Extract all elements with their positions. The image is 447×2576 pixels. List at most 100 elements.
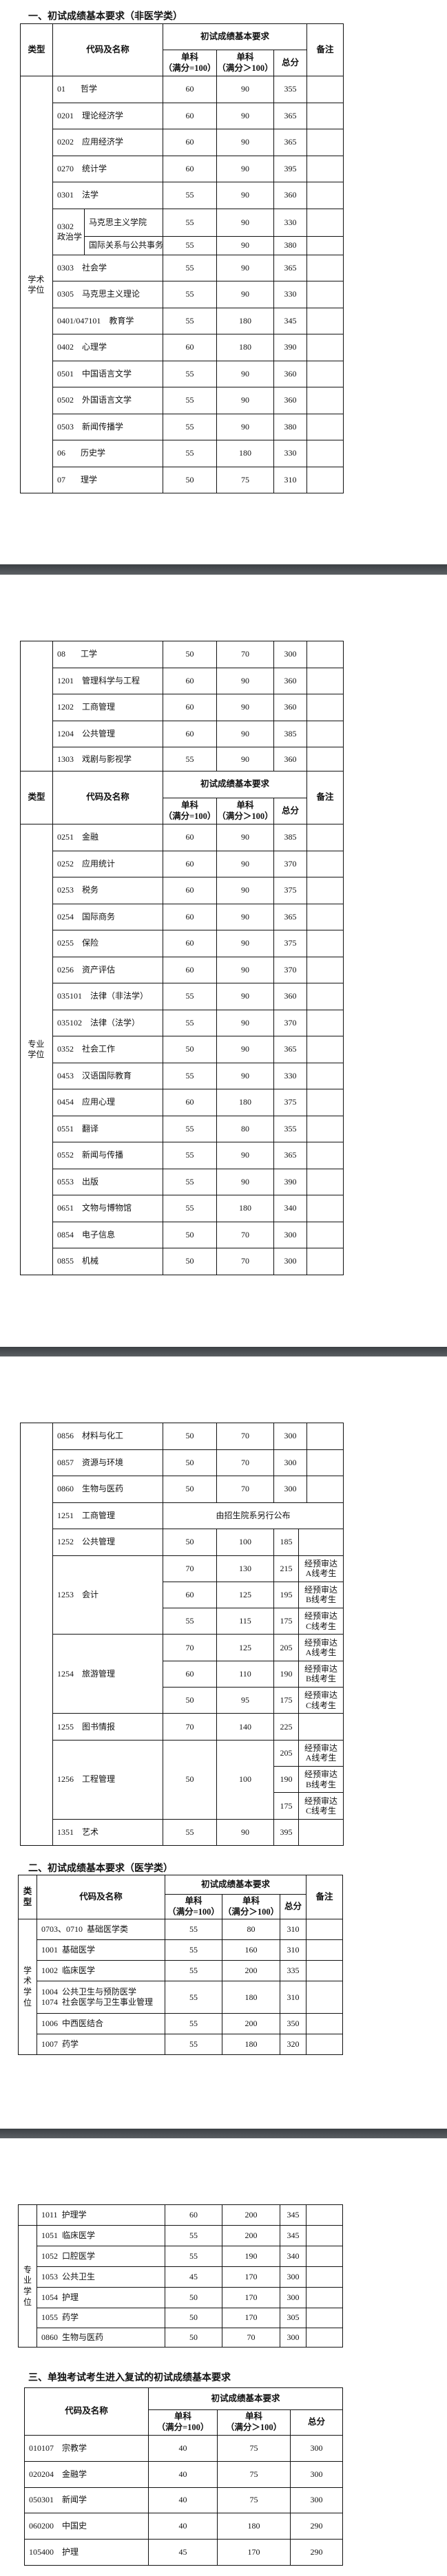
score-single-100: 60 [163, 1581, 217, 1609]
score-total: 345 [280, 2225, 306, 2246]
code-name-cell: 0502 外国语言文学 [52, 387, 164, 414]
sub-unit-name: 马克思主义学院 [83, 208, 164, 237]
program-code: 08 [57, 649, 65, 659]
header-note: 备注 [306, 771, 344, 824]
code-name-cell: 07 理学 [52, 466, 164, 493]
score-single-100: 50 [163, 1476, 217, 1503]
note-cell [306, 102, 344, 129]
note-cell [306, 1089, 344, 1116]
program-code: 0302 [57, 221, 74, 231]
score-single-over-100: 90 [216, 360, 275, 387]
page-break-bar [0, 2129, 447, 2138]
program-code: 0251 [57, 832, 74, 842]
program-code: 0256 [57, 964, 74, 975]
program-name: 资产评估 [82, 964, 116, 975]
score-single-over-100: 90 [216, 720, 274, 747]
program-name: 临床医学 [62, 1966, 96, 1975]
program-name: 翻译 [82, 1123, 99, 1133]
note-cell [306, 1423, 344, 1450]
code-name-cell: 0651 文物与博物馆 [52, 1195, 163, 1222]
header-single-full-100: 单科 （满分=100） [163, 798, 217, 824]
score-single-over-100: 180 [216, 307, 275, 334]
score-total: 365 [273, 102, 308, 129]
type-label: 专业学位 [23, 2264, 32, 2307]
score-single-over-100: 90 [216, 1062, 274, 1089]
score-total: 300 [273, 641, 307, 668]
table-row: 专业学位 1051 临床医学 55 200 345 [18, 2225, 343, 2348]
code-name-cell: 0551 翻译 [52, 1115, 163, 1142]
program-code: 1054 [41, 2292, 58, 2302]
header-label: 单科 [236, 800, 254, 810]
score-single-100: 60 [165, 2204, 222, 2226]
code-name-cell: 08 工学 [52, 641, 163, 668]
table-row: 1253 会计 70 130 215 经预审达 A线考生 [21, 1555, 344, 1635]
code-name-cell: 1255 图书情报 [52, 1713, 163, 1741]
table-row: 0501 中国语言文学 55 90 360 [21, 360, 344, 387]
score-single-over-100: 100 [216, 1529, 274, 1556]
section-title-medical: 二、初试成绩基本要求（医学类） [28, 1864, 173, 1874]
note-cell [306, 747, 344, 771]
table-row: 1001 基础医学 55 160 310 [19, 1939, 343, 1961]
program-name: 应用心理 [82, 1097, 116, 1107]
score-single-100: 60 [163, 877, 217, 904]
section-title-separate-exam: 三、单独考试考生进入复试的初试成绩基本要求 [28, 2373, 231, 2383]
score-total: 375 [273, 930, 307, 957]
score-single-over-100: 70 [222, 2327, 280, 2348]
note-cell [306, 1036, 344, 1063]
score-single-over-100: 140 [216, 1713, 274, 1741]
code-name-cell: 010107 宗教学 [24, 2435, 149, 2462]
score-single-over-100: 90 [216, 983, 274, 1010]
table-row: 0502 外国语言文学 55 90 360 [21, 387, 344, 414]
program-name: 应用统计 [82, 858, 116, 869]
header-row: 代码及名称 初试成绩基本要求 [24, 2387, 343, 2436]
program-code: 1006 [41, 2019, 58, 2028]
program-code: 1252 [57, 1537, 74, 1547]
score-total: 365 [273, 1036, 307, 1063]
code-name-cell: 1256 工程管理 [52, 1739, 163, 1820]
program-code: 0553 [57, 1176, 74, 1186]
score-single-100: 50 [163, 1221, 217, 1248]
program-name: 工学 [81, 649, 98, 659]
note-cell: 经预审达 B线考生 [298, 1581, 344, 1609]
score-single-100: 55 [163, 983, 217, 1010]
note-cell [306, 466, 344, 493]
code-name-cell: 0860 生物与医药 [37, 2327, 165, 2348]
header-label: 单科 [181, 52, 199, 62]
program-name: 机械 [82, 1256, 99, 1266]
score-single-over-100: 115 [216, 1608, 274, 1635]
table-row: 0270 统计学 60 90 395 [21, 155, 344, 182]
score-single-100: 50 [163, 1449, 217, 1476]
code-name-cell: 0856 材料与化工 [52, 1423, 163, 1450]
header-label: （满分＞100） [222, 1906, 280, 1917]
note-cell [306, 2013, 343, 2034]
program-name: 汉语国际教育 [82, 1070, 132, 1081]
score-single-100: 55 [163, 1009, 217, 1036]
note-cell [306, 850, 344, 877]
code-name-cell: 1002 临床医学 [37, 1960, 165, 1981]
program-code: 0651 [57, 1203, 74, 1213]
score-single-100: 50 [163, 1529, 217, 1556]
score-single-100: 60 [163, 930, 217, 957]
score-single-100: 60 [163, 694, 217, 721]
note-cell [306, 956, 344, 983]
table-row: 0856 材料与化工 50 70 300 [20, 1422, 344, 1846]
table-row: 1053 公共卫生 45 170 300 [19, 2266, 343, 2288]
note-cell: 经预审达 A线考生 [298, 1555, 344, 1582]
score-single-100: 60 [163, 850, 217, 877]
score-single-over-100: 90 [216, 747, 274, 771]
score-single-100: 60 [163, 824, 217, 851]
table-row: 1204 公共管理 60 90 385 [21, 720, 344, 747]
header-requirement: 初试成绩基本要求 [165, 1875, 306, 1895]
table-row: 1202 工商管理 60 90 360 [21, 694, 344, 721]
code-name-cell: 0855 机械 [52, 1248, 163, 1275]
score-total: 355 [273, 1115, 307, 1142]
note-cell [306, 235, 344, 255]
score-single-100: 60 [163, 1089, 217, 1116]
type-cell-professional: 专业学位 [20, 824, 53, 1275]
program-name: 护理 [62, 2292, 79, 2302]
header-total: 总分 [280, 1894, 306, 1919]
program-code: 0254 [57, 911, 74, 922]
score-single-100: 50 [163, 1036, 217, 1063]
table-row: 0253 税务 60 90 375 [21, 877, 344, 904]
program-code: 1201 [57, 675, 74, 685]
